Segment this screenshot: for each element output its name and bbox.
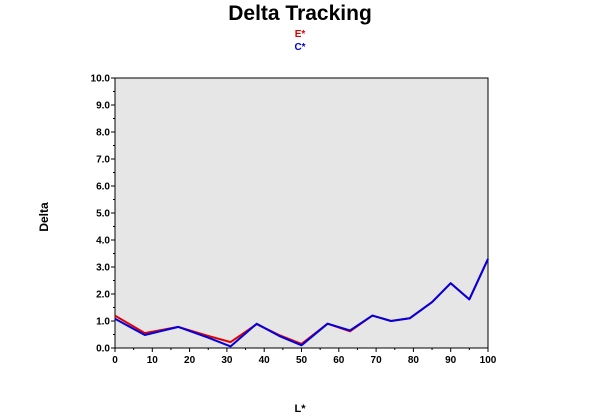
y-tick-label: 1.0	[96, 317, 110, 328]
series-line-c-star	[114, 258, 489, 348]
y-tick-label: 6.0	[96, 182, 110, 193]
y-tick-label: 0.0	[96, 344, 110, 355]
x-tick-label: 30	[221, 355, 233, 366]
y-tick-label: 4.0	[96, 236, 110, 247]
y-tick-label: 3.0	[96, 263, 110, 274]
y-tick-label: 5.0	[96, 209, 110, 220]
x-tick-label: 60	[333, 355, 345, 366]
y-tick-label: 2.0	[96, 290, 110, 301]
y-tick-label: 8.0	[96, 128, 110, 139]
x-tick-label: 90	[445, 355, 457, 366]
x-tick-label: 70	[371, 355, 383, 366]
x-tick-label: 20	[184, 355, 196, 366]
y-tick-label: 7.0	[96, 155, 110, 166]
legend-entry-e-star: E*	[294, 29, 306, 40]
plot-area	[114, 77, 489, 349]
x-tick-label: 10	[147, 355, 159, 366]
y-tick-label: 9.0	[96, 101, 110, 112]
chart-title: Delta Tracking	[228, 2, 372, 25]
legend-entry-c-star: C*	[294, 42, 306, 53]
x-tick-label: 40	[259, 355, 271, 366]
y-tick-label: 10.0	[91, 74, 111, 85]
x-tick-label: 0	[112, 355, 118, 366]
x-axis-label: L*	[294, 403, 306, 415]
x-tick-label: 50	[296, 355, 308, 366]
x-tick-label: 100	[480, 355, 497, 366]
x-tick-label: 80	[408, 355, 420, 366]
